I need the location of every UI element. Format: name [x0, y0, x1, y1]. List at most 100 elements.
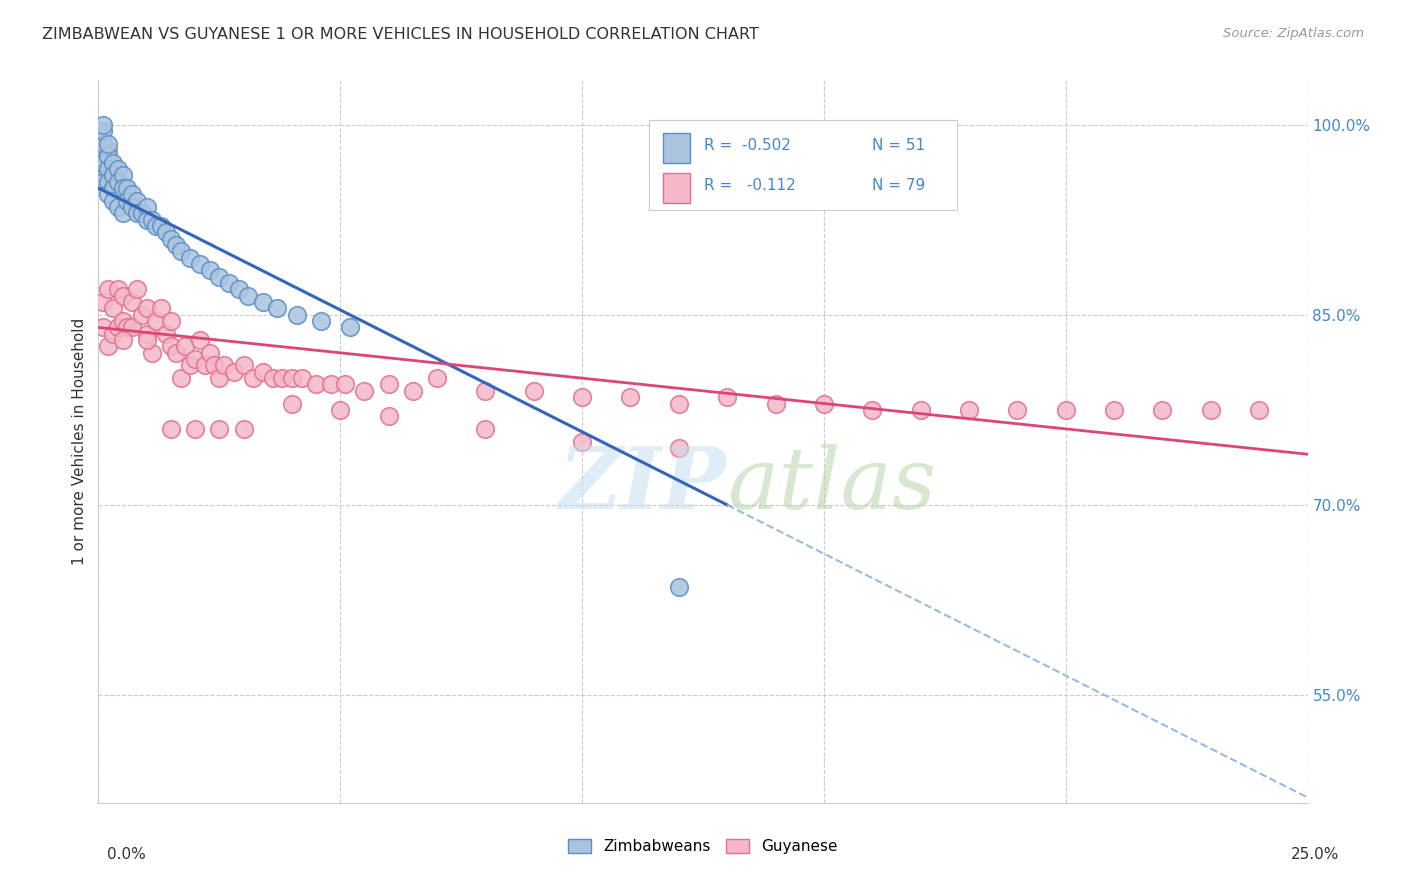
Point	[107, 200, 129, 214]
Point	[101, 155, 124, 169]
Text: ZIMBABWEAN VS GUYANESE 1 OR MORE VEHICLES IN HOUSEHOLD CORRELATION CHART: ZIMBABWEAN VS GUYANESE 1 OR MORE VEHICLE…	[42, 27, 759, 42]
Point	[281, 396, 304, 410]
Point	[107, 161, 129, 176]
Text: N = 51: N = 51	[872, 137, 925, 153]
Point	[184, 352, 207, 367]
Point	[111, 181, 134, 195]
Point	[668, 441, 690, 455]
Point	[97, 136, 120, 151]
Point	[204, 359, 226, 373]
FancyBboxPatch shape	[648, 120, 957, 211]
Point	[141, 346, 163, 360]
Point	[91, 295, 114, 310]
Point	[101, 326, 124, 341]
Point	[333, 377, 356, 392]
Point	[135, 301, 157, 316]
Point	[179, 251, 201, 265]
Point	[87, 169, 110, 183]
Point	[571, 390, 593, 404]
Point	[169, 244, 191, 259]
Point	[97, 143, 120, 157]
Point	[194, 359, 217, 373]
Point	[716, 390, 738, 404]
Point	[1054, 402, 1077, 417]
Point	[218, 276, 240, 290]
Point	[377, 377, 399, 392]
Point	[377, 409, 399, 424]
Point	[198, 263, 221, 277]
Point	[252, 295, 274, 310]
Point	[111, 314, 134, 328]
Point	[309, 314, 332, 328]
Point	[87, 149, 110, 163]
Point	[135, 333, 157, 347]
Point	[426, 371, 449, 385]
Point	[208, 422, 231, 436]
Point	[160, 232, 183, 246]
Point	[150, 301, 173, 316]
Point	[107, 320, 129, 334]
Point	[107, 175, 129, 189]
Text: 25.0%: 25.0%	[1291, 847, 1339, 863]
Point	[155, 326, 177, 341]
Point	[271, 371, 294, 385]
Text: R =  -0.502: R = -0.502	[704, 137, 792, 153]
Point	[127, 194, 149, 208]
Point	[97, 161, 120, 176]
Point	[285, 308, 308, 322]
Text: 0.0%: 0.0%	[107, 847, 146, 863]
Point	[619, 390, 641, 404]
Point	[97, 149, 120, 163]
Point	[222, 365, 245, 379]
Text: N = 79: N = 79	[872, 178, 925, 193]
Point	[135, 326, 157, 341]
Point	[111, 333, 134, 347]
Text: Source: ZipAtlas.com: Source: ZipAtlas.com	[1223, 27, 1364, 40]
Point	[179, 359, 201, 373]
Point	[145, 314, 167, 328]
Point	[228, 282, 250, 296]
Point	[523, 384, 546, 398]
Point	[101, 169, 124, 183]
Point	[121, 200, 143, 214]
Point	[91, 136, 114, 151]
Point	[97, 339, 120, 353]
Point	[91, 175, 114, 189]
Point	[155, 226, 177, 240]
Point	[305, 377, 328, 392]
Point	[184, 422, 207, 436]
Point	[238, 289, 260, 303]
Point	[242, 371, 264, 385]
Text: ZIP: ZIP	[560, 443, 727, 526]
Point	[97, 282, 120, 296]
Point	[188, 257, 211, 271]
Point	[402, 384, 425, 398]
Point	[1007, 402, 1029, 417]
Point	[117, 194, 139, 208]
Point	[111, 206, 134, 220]
Point	[474, 422, 496, 436]
Point	[135, 200, 157, 214]
Point	[145, 219, 167, 233]
Point	[165, 346, 187, 360]
Point	[127, 206, 149, 220]
Point	[131, 206, 153, 220]
Point	[117, 320, 139, 334]
Text: R =   -0.112: R = -0.112	[704, 178, 796, 193]
Point	[252, 365, 274, 379]
Point	[212, 359, 235, 373]
Point	[668, 396, 690, 410]
Point	[101, 181, 124, 195]
Point	[121, 187, 143, 202]
Point	[668, 580, 690, 594]
Point	[160, 339, 183, 353]
Point	[135, 212, 157, 227]
Point	[1249, 402, 1271, 417]
Point	[1199, 402, 1222, 417]
Bar	[664, 173, 690, 203]
Bar	[664, 133, 690, 163]
Point	[208, 371, 231, 385]
Point	[121, 320, 143, 334]
Legend: Zimbabweans, Guyanese: Zimbabweans, Guyanese	[562, 833, 844, 860]
Point	[91, 155, 114, 169]
